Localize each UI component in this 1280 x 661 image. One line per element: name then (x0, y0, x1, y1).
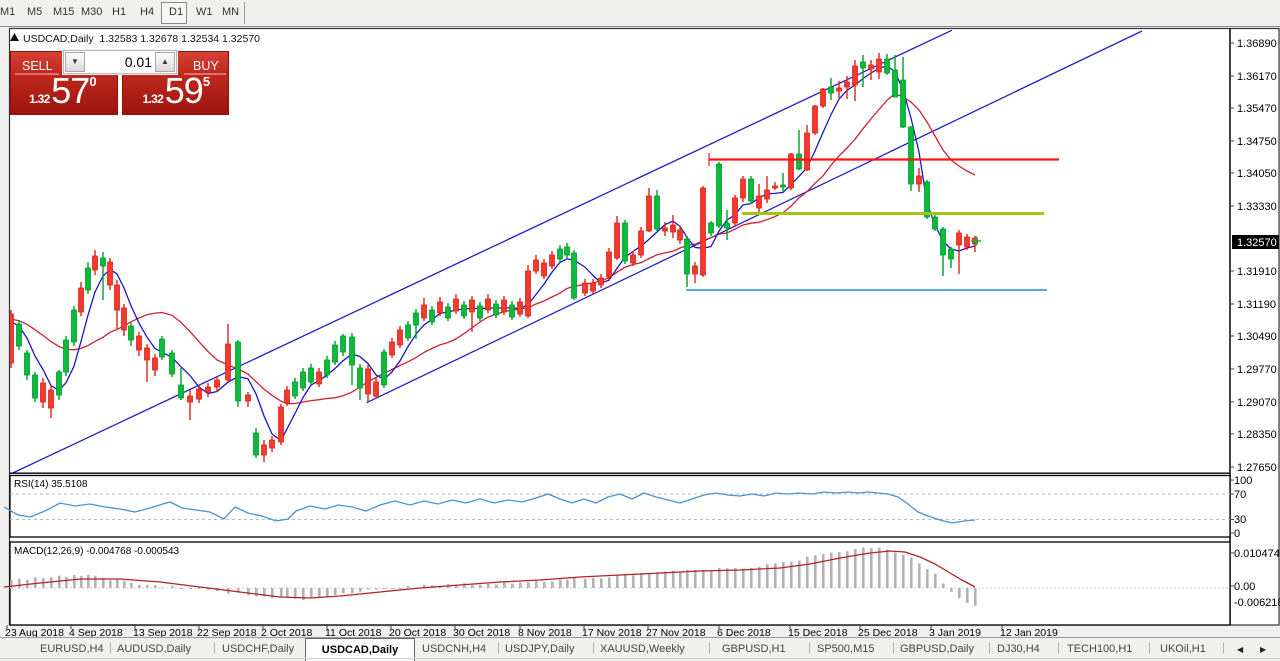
svg-text:20 Oct 2018: 20 Oct 2018 (389, 627, 446, 639)
svg-text:25 Dec 2018: 25 Dec 2018 (858, 627, 918, 639)
svg-text:1.32570: 1.32570 (1237, 237, 1277, 249)
svg-text:6 Dec 2018: 6 Dec 2018 (717, 627, 771, 639)
svg-text:2 Oct 2018: 2 Oct 2018 (261, 627, 313, 639)
svg-text:-0.006218: -0.006218 (1234, 597, 1280, 609)
svg-text:1.31910: 1.31910 (1237, 266, 1277, 278)
svg-text:12 Jan 2019: 12 Jan 2019 (1000, 627, 1058, 639)
svg-text:30: 30 (1234, 514, 1246, 526)
svg-text:4 Sep 2018: 4 Sep 2018 (69, 627, 123, 639)
svg-text:1.33330: 1.33330 (1237, 201, 1277, 213)
svg-text:1.34050: 1.34050 (1237, 168, 1277, 180)
svg-text:17 Nov 2018: 17 Nov 2018 (582, 627, 642, 639)
svg-text:1.36170: 1.36170 (1237, 71, 1277, 83)
svg-text:70: 70 (1234, 489, 1246, 501)
svg-text:8 Nov 2018: 8 Nov 2018 (518, 627, 572, 639)
svg-text:RSI(14) 35.5108: RSI(14) 35.5108 (14, 479, 88, 490)
svg-text:3 Jan 2019: 3 Jan 2019 (929, 627, 981, 639)
svg-text:1.30490: 1.30490 (1237, 331, 1277, 343)
svg-text:100: 100 (1234, 475, 1252, 487)
svg-text:1.29070: 1.29070 (1237, 397, 1277, 409)
svg-text:1.27650: 1.27650 (1237, 462, 1277, 474)
svg-text:1.28350: 1.28350 (1237, 429, 1277, 441)
svg-text:15 Dec 2018: 15 Dec 2018 (788, 627, 848, 639)
svg-text:22 Sep 2018: 22 Sep 2018 (197, 627, 257, 639)
svg-text:1.29770: 1.29770 (1237, 364, 1277, 376)
svg-text:USDCAD,Daily 1.32583 1.32678: USDCAD,Daily 1.32583 1.32678 1.32534 1.3… (23, 33, 260, 45)
svg-text:11 Oct 2018: 11 Oct 2018 (325, 627, 382, 639)
svg-text:0.010474: 0.010474 (1234, 548, 1280, 560)
svg-text:MACD(12,26,9) -0.004768 -0.000: MACD(12,26,9) -0.004768 -0.000543 (14, 546, 180, 557)
svg-text:0.00: 0.00 (1234, 581, 1255, 593)
svg-text:0: 0 (1234, 528, 1240, 540)
svg-text:30 Oct 2018: 30 Oct 2018 (453, 627, 510, 639)
svg-text:1.31190: 1.31190 (1237, 299, 1276, 311)
svg-text:1.34750: 1.34750 (1237, 136, 1277, 148)
svg-text:13 Sep 2018: 13 Sep 2018 (133, 627, 193, 639)
svg-text:1.36890: 1.36890 (1237, 38, 1277, 50)
svg-text:1.35470: 1.35470 (1237, 103, 1277, 115)
svg-text:27 Nov 2018: 27 Nov 2018 (646, 627, 706, 639)
svg-text:23 Aug 2018: 23 Aug 2018 (5, 627, 64, 639)
